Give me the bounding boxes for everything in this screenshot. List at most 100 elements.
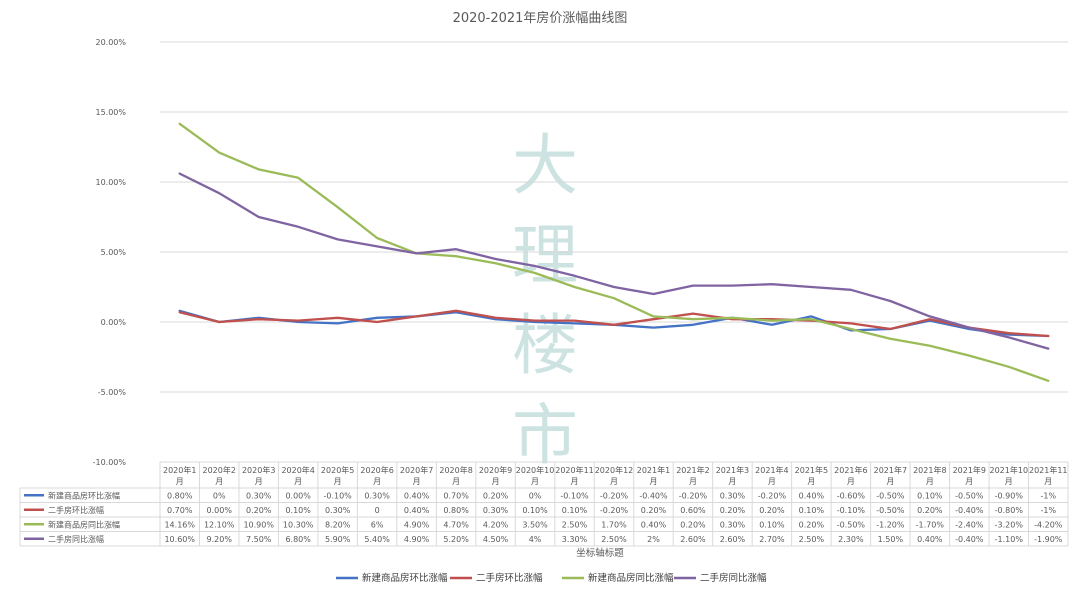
table-series-name: 新建商品房环比涨幅 <box>48 490 120 500</box>
x-tick-label: 月 <box>610 477 618 486</box>
x-tick-label: 月 <box>452 477 460 486</box>
x-tick-label: 月 <box>768 477 776 486</box>
x-tick-label: 2021年11 <box>1029 465 1068 475</box>
data-label: 0.30% <box>246 491 272 500</box>
data-label: 0.20% <box>720 506 746 515</box>
y-tick-label: 0.00% <box>101 318 127 327</box>
data-label: -0.50% <box>876 506 905 515</box>
y-tick-label: -10.00% <box>93 458 127 467</box>
data-label: 0.10% <box>759 520 785 529</box>
data-label: 0.40% <box>917 535 943 544</box>
data-label: 0.70% <box>443 491 469 500</box>
data-label: 5.20% <box>443 535 469 544</box>
y-tick-label: -5.00% <box>98 388 127 397</box>
data-label: 2.70% <box>759 535 785 544</box>
data-label: 0.10% <box>562 506 588 515</box>
data-label: 0.20% <box>917 506 943 515</box>
x-tick-label: 2020年3 <box>242 465 275 475</box>
data-label: -0.20% <box>679 491 708 500</box>
data-label: 0.80% <box>443 506 469 515</box>
data-label: 9.20% <box>207 535 233 544</box>
data-label: 2.50% <box>562 520 588 529</box>
data-label: 12.10% <box>204 520 235 529</box>
watermark-char: 大 <box>512 127 578 204</box>
y-tick-label: 15.00% <box>95 108 126 117</box>
data-label: 0.30% <box>720 520 746 529</box>
x-tick-label: 月 <box>886 477 894 486</box>
data-label: 7.50% <box>246 535 272 544</box>
data-label: 3.50% <box>522 520 548 529</box>
data-label: 0.40% <box>404 491 430 500</box>
x-tick-label: 2020年4 <box>281 465 314 475</box>
x-tick-label: 月 <box>492 477 500 486</box>
data-label: 2.50% <box>799 535 825 544</box>
data-label: -0.80% <box>995 506 1024 515</box>
data-label: 10.90% <box>243 520 274 529</box>
x-tick-label: 月 <box>965 477 973 486</box>
data-label: -0.20% <box>758 491 787 500</box>
data-label: 3.30% <box>562 535 588 544</box>
x-tick-label: 2021年10 <box>990 465 1029 475</box>
x-tick-label: 2020年5 <box>321 465 354 475</box>
data-label: 4.90% <box>404 535 430 544</box>
data-label: 0.20% <box>759 506 785 515</box>
x-tick-label: 月 <box>649 477 657 486</box>
data-label: -0.10% <box>837 506 866 515</box>
data-label: 0.20% <box>483 491 509 500</box>
data-label: 4.20% <box>483 520 509 529</box>
x-tick-label: 月 <box>334 477 342 486</box>
series-line <box>178 309 1050 338</box>
data-label: -0.20% <box>600 506 629 515</box>
table-series-name: 二手房同比涨幅 <box>48 534 104 544</box>
data-label: -1.70% <box>916 520 945 529</box>
legend-label: 新建商品房环比涨幅 <box>362 572 448 584</box>
table-series-name: 新建商品房同比涨幅 <box>48 519 120 529</box>
y-tick-label: 10.00% <box>95 178 126 187</box>
data-label: 6.80% <box>285 535 311 544</box>
x-tick-label: 2021年9 <box>953 465 986 475</box>
legend-label: 二手房环比涨幅 <box>476 572 543 584</box>
x-tick-label: 2020年10 <box>516 465 555 475</box>
data-label: 0.30% <box>364 491 390 500</box>
data-label: -0.50% <box>955 491 984 500</box>
data-label: -0.40% <box>639 491 668 500</box>
data-label: 4.70% <box>443 520 469 529</box>
data-label: 2.60% <box>720 535 746 544</box>
data-label: 4.90% <box>404 520 430 529</box>
data-label: 0.80% <box>167 491 193 500</box>
x-tick-label: 月 <box>807 477 815 486</box>
data-label: -2.40% <box>955 520 984 529</box>
data-label: 0.00% <box>207 506 233 515</box>
x-tick-label: 2020年1 <box>163 465 196 475</box>
legend: 新建商品房环比涨幅 二手房环比涨幅 新建商品房同比涨幅 二手房同比涨幅 <box>336 572 767 584</box>
series-line <box>178 309 1050 338</box>
x-tick-label: 月 <box>531 477 539 486</box>
y-tick-label: 5.00% <box>101 248 127 257</box>
x-tick-label: 2021年7 <box>874 465 907 475</box>
data-label: 2% <box>647 535 660 544</box>
data-label: -1.10% <box>995 535 1024 544</box>
x-tick-label: 2021年2 <box>676 465 709 475</box>
data-label: 0.20% <box>641 506 667 515</box>
y-axis-ticks: 20.00% 15.00% 10.00% 5.00% 0.00% -5.00% -10.00… <box>93 38 127 467</box>
data-label: -0.40% <box>955 535 984 544</box>
legend-label: 新建商品房同比涨幅 <box>588 572 674 584</box>
x-tick-label: 月 <box>294 477 302 486</box>
x-tick-label: 2021年8 <box>913 465 946 475</box>
data-label: -3.20% <box>995 520 1024 529</box>
data-label: 0.00% <box>285 491 311 500</box>
data-label: -0.50% <box>837 520 866 529</box>
x-tick-label: 2020年2 <box>202 465 235 475</box>
data-label: 10.30% <box>283 520 314 529</box>
data-label: 0.30% <box>483 506 509 515</box>
data-label: -0.60% <box>837 491 866 500</box>
data-label: -0.20% <box>600 491 629 500</box>
x-tick-label: 月 <box>728 477 736 486</box>
data-label: -0.90% <box>995 491 1024 500</box>
x-tick-label: 月 <box>373 477 381 486</box>
data-label: -0.10% <box>560 491 589 500</box>
data-label: -0.50% <box>876 491 905 500</box>
data-label: 0.10% <box>285 506 311 515</box>
grid-lines <box>160 41 1068 463</box>
